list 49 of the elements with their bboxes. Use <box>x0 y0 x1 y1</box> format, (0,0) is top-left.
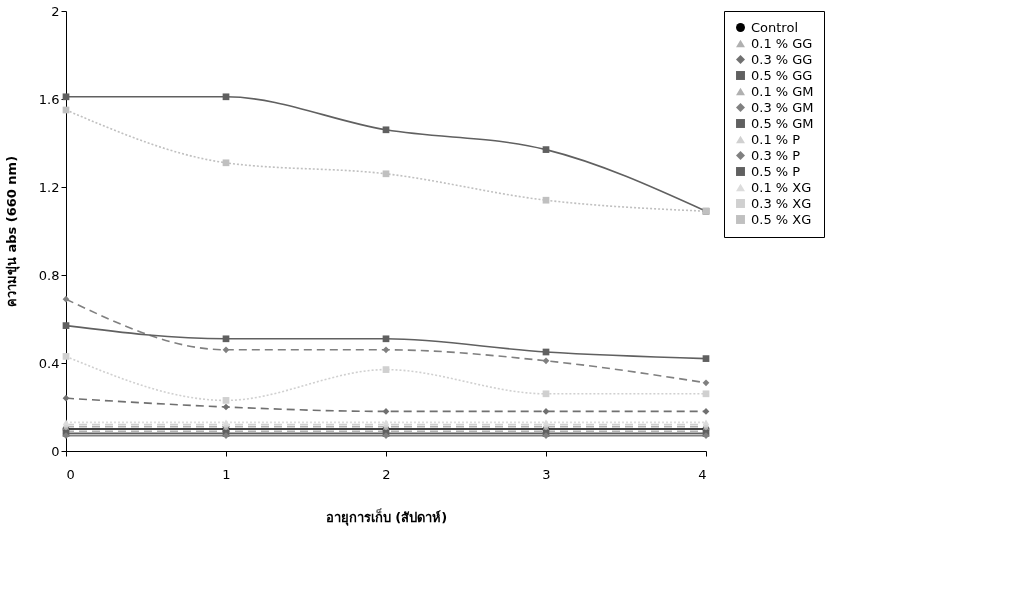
y-axis-title: ความขุ่น abs (660 nm) <box>3 155 20 308</box>
y-tick-label: 1.2 <box>38 179 60 195</box>
point <box>382 335 390 343</box>
y-tick-label: 2 <box>51 3 60 19</box>
legend-label: 0.3 % XG <box>751 195 812 211</box>
point <box>62 353 70 360</box>
point <box>222 403 230 411</box>
point <box>542 196 550 204</box>
point <box>222 335 230 343</box>
point <box>62 93 70 101</box>
legend-label: 0.1 % GG <box>751 35 813 51</box>
x-tick-label: 3 <box>542 466 551 482</box>
point <box>382 366 390 373</box>
point <box>382 126 390 134</box>
y-tick-label: 1.6 <box>38 91 60 107</box>
point <box>542 390 550 398</box>
point <box>222 397 230 404</box>
point <box>702 355 710 362</box>
point <box>382 346 390 354</box>
point <box>222 93 230 101</box>
x-tick-label: 4 <box>698 466 707 482</box>
point <box>62 322 70 329</box>
x-tick-label: 1 <box>222 466 231 482</box>
legend-label: 0.5 % GG <box>751 67 813 83</box>
legend-label: Control <box>751 19 798 35</box>
legend-label: 0.1 % XG <box>751 179 812 195</box>
point <box>62 394 70 402</box>
point <box>702 390 710 398</box>
point <box>542 357 550 365</box>
point <box>702 379 710 387</box>
legend-label: 0.3 % GG <box>751 51 813 67</box>
legend-label: 0.5 % XG <box>751 211 812 227</box>
point <box>222 159 230 167</box>
legend-label: 0.3 % GM <box>751 99 814 115</box>
x-tick-label: 0 <box>66 466 75 482</box>
y-tick-label: 0.8 <box>38 267 60 283</box>
legend-label: 0.5 % GM <box>751 115 814 131</box>
point <box>62 295 70 303</box>
legend-label: 0.1 % P <box>751 131 801 147</box>
y-tick-label: 0.4 <box>38 355 60 371</box>
y-tick-label: 0 <box>51 443 60 459</box>
point <box>222 346 230 354</box>
legend-label: 0.3 % P <box>751 147 801 163</box>
point <box>382 170 390 178</box>
x-axis-title: อายุการเก็บ (สัปดาห์) <box>325 507 448 526</box>
x-tick-label: 2 <box>382 466 391 482</box>
legend-label: 0.1 % GM <box>751 83 814 99</box>
legend-label: 0.5 % P <box>751 163 801 179</box>
point <box>542 146 550 153</box>
